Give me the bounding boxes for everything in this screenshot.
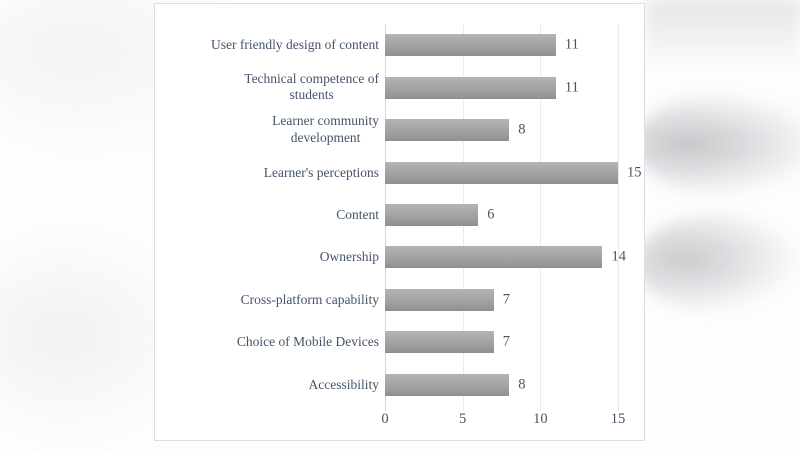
category-label-cell: Technical competence of students (155, 71, 385, 104)
value-label: 14 (611, 248, 626, 265)
chart-row: Choice of Mobile Devices 7 (155, 321, 635, 363)
bar-track: 14 (385, 236, 635, 278)
value-label: 7 (502, 333, 510, 350)
x-tick-label: 0 (381, 411, 389, 427)
value-label: 11 (564, 79, 579, 96)
bar-track: 7 (385, 279, 635, 321)
x-tick-label: 5 (459, 411, 467, 427)
chart-row: User friendly design of content 11 (155, 24, 635, 66)
category-label: Cross-platform capability (240, 291, 379, 307)
value-label: 6 (487, 206, 495, 223)
bar-track: 8 (385, 109, 635, 151)
value-label: 8 (518, 121, 526, 138)
value-label: 7 (502, 291, 510, 308)
bar (385, 331, 494, 354)
chart-rows: User friendly design of content 11 Technic… (155, 24, 642, 406)
category-label-cell: Ownership (155, 248, 385, 266)
bar (385, 246, 603, 269)
category-label-cell: Content (155, 206, 385, 224)
background-blur-blob-top-right (646, 0, 800, 70)
chart-row: Learner community development 8 (155, 109, 635, 151)
category-label: Choice of Mobile Devices (236, 334, 379, 350)
value-label: 8 (518, 376, 526, 393)
value-label: 15 (627, 164, 642, 181)
category-label: Learner's perceptions (263, 164, 379, 180)
chart-row: Ownership 14 (155, 236, 635, 278)
bar-track: 11 (385, 66, 635, 108)
bar (385, 203, 479, 226)
category-label-cell: Cross-platform capability (155, 291, 385, 309)
bar-track: 15 (385, 151, 642, 193)
x-tick-label: 10 (533, 411, 548, 427)
value-label: 11 (564, 36, 579, 53)
category-label-cell: User friendly design of content (155, 36, 385, 54)
chart-row: Accessibility 8 (155, 364, 635, 406)
bar (385, 373, 510, 396)
x-tick-label: 15 (610, 411, 626, 427)
category-label: Content (336, 206, 379, 222)
bar (385, 288, 494, 311)
bar-track: 7 (385, 321, 635, 363)
category-label-cell: Learner's perceptions (155, 164, 385, 182)
bar (385, 76, 556, 99)
category-label: Accessibility (308, 376, 380, 392)
chart-row: Technical competence of students 11 (155, 66, 635, 108)
bar (385, 34, 556, 57)
category-label-cell: Accessibility (155, 376, 385, 394)
bar-track: 8 (385, 364, 635, 406)
x-axis: 0 5 10 15 (381, 411, 625, 433)
bar (385, 119, 510, 142)
category-label: Ownership (319, 249, 379, 265)
category-label: User friendly design of content (211, 37, 379, 53)
chart-row: Cross-platform capability 7 (155, 279, 635, 321)
bar-track: 6 (385, 194, 635, 236)
background-blur-blob-right-lower (636, 213, 800, 315)
category-label: Learner community development (272, 113, 379, 145)
chart-row: Learner's perceptions 15 (155, 151, 642, 193)
category-label-cell: Choice of Mobile Devices (155, 333, 385, 351)
chart-panel: User friendly design of content 11 Technic… (154, 3, 645, 441)
gridline (618, 24, 619, 411)
bar-track: 11 (385, 24, 635, 66)
gridline (540, 24, 542, 411)
bar (385, 161, 618, 184)
category-label-cell: Learner community development (155, 113, 385, 146)
chart-row: Content 6 (155, 194, 635, 236)
background-blur-blob-right-upper (636, 90, 800, 198)
category-label: Technical competence of students (244, 70, 379, 103)
